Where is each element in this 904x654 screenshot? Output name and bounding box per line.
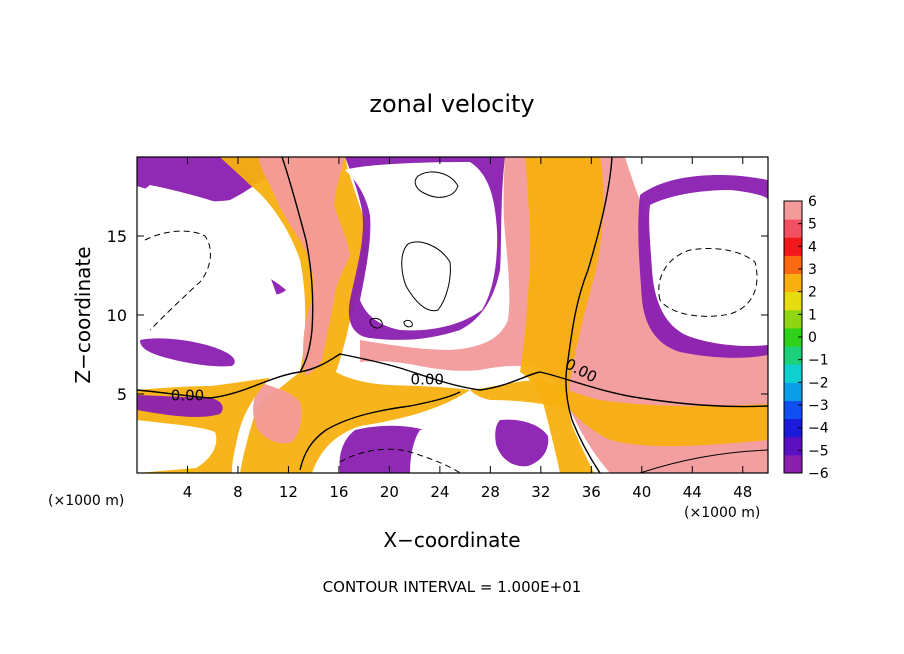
dashed-contour-left bbox=[144, 230, 211, 331]
x-tick-label: 24 bbox=[430, 483, 449, 501]
colorbar-swatch bbox=[784, 255, 802, 275]
x-unit-label-right: (×1000 m) bbox=[684, 505, 760, 521]
colorbar-swatch bbox=[784, 364, 802, 383]
x-tick-label: 48 bbox=[733, 483, 752, 501]
y-tick-label: 10 bbox=[107, 306, 127, 325]
thin-contour-small-a bbox=[369, 317, 383, 329]
colorbar-swatch bbox=[784, 237, 802, 256]
x-tick-label: 28 bbox=[481, 483, 500, 501]
zero-contour-column-right bbox=[565, 157, 613, 473]
contour-label: 0.00 bbox=[411, 371, 444, 389]
x-tick-label: 12 bbox=[279, 483, 298, 501]
y-tick-label: 15 bbox=[107, 227, 127, 246]
colorbar: 6 5 4 3 2 1 0 −1 −2 −3 −4 −5 −6 bbox=[783, 194, 829, 482]
field-blank-2 bbox=[345, 162, 498, 331]
zero-contour-lower bbox=[299, 391, 461, 471]
colorbar-tick-label: −3 bbox=[808, 398, 829, 414]
field-region-low-level-jet bbox=[137, 378, 768, 473]
field-blank-1 bbox=[137, 185, 284, 341]
dashed-contour-right bbox=[658, 248, 758, 317]
colorbar-tick-label: −4 bbox=[808, 421, 829, 437]
x-tick-label: 20 bbox=[380, 483, 399, 501]
x-unit-label-left: (×1000 m) bbox=[48, 493, 124, 509]
x-tick-label: 40 bbox=[632, 483, 651, 501]
x-axis-label: X−coordinate bbox=[383, 528, 520, 552]
colorbar-swatch bbox=[784, 309, 802, 329]
colorbar-tick-label: 4 bbox=[808, 239, 817, 255]
x-tick-label: 4 bbox=[183, 483, 193, 501]
colorbar-swatch bbox=[784, 201, 802, 220]
colorbar-swatch bbox=[784, 400, 802, 420]
colorbar-swatch bbox=[784, 291, 802, 311]
field-region-low-level-core bbox=[137, 338, 549, 473]
y-axis-ticks: 5 10 15 bbox=[107, 227, 768, 404]
colorbar-swatch bbox=[784, 418, 802, 438]
colorbar-tick-label: −2 bbox=[808, 375, 829, 391]
field-blank-5 bbox=[410, 429, 482, 473]
thin-contour-upper bbox=[414, 171, 459, 198]
x-tick-label: 44 bbox=[683, 483, 702, 501]
zero-contour-left bbox=[137, 353, 768, 408]
x-axis-ticks: 4 8 12 16 20 24 28 32 36 40 44 48 bbox=[183, 157, 752, 501]
contour-lines bbox=[137, 157, 768, 473]
dashed-contour-bottom bbox=[339, 448, 461, 473]
colorbar-swatch bbox=[784, 219, 802, 238]
colorbar-tick-label: 1 bbox=[808, 307, 817, 323]
colorbar-swatch bbox=[784, 382, 802, 401]
field-region-left-jet-core bbox=[253, 157, 350, 444]
x-tick-label: 8 bbox=[233, 483, 243, 501]
x-tick-label: 32 bbox=[531, 483, 550, 501]
field-blank-3 bbox=[649, 190, 768, 346]
colorbar-tick-label: 3 bbox=[808, 262, 817, 278]
x-tick-label: 16 bbox=[329, 483, 348, 501]
y-axis-label: Z−coordinate bbox=[71, 246, 95, 383]
x-tick-label: 36 bbox=[582, 483, 601, 501]
colorbar-tick-label: −5 bbox=[808, 443, 829, 459]
colorbar-swatch bbox=[784, 327, 802, 347]
zero-contour-column-left bbox=[281, 157, 314, 373]
contour-label: 0.00 bbox=[171, 386, 204, 404]
contour-interval-footer: CONTOUR INTERVAL = 1.000E+01 bbox=[323, 578, 582, 596]
thin-contour-bottom-right bbox=[639, 449, 768, 473]
thin-contour-mid bbox=[401, 241, 451, 312]
colorbar-tick-label: −6 bbox=[808, 466, 829, 482]
colorbar-tick-label: 5 bbox=[808, 217, 817, 233]
colorbar-tick-label: 2 bbox=[808, 285, 817, 301]
colorbar-swatch bbox=[784, 454, 802, 474]
velocity-field bbox=[137, 157, 768, 473]
thin-contour-small-b bbox=[403, 319, 413, 328]
colorbar-swatch bbox=[784, 273, 802, 293]
colorbar-tick-label: −1 bbox=[808, 353, 829, 369]
colorbar-swatch bbox=[784, 346, 802, 365]
chart-title: zonal velocity bbox=[369, 90, 534, 118]
colorbar-swatch bbox=[784, 436, 802, 456]
y-tick-label: 5 bbox=[117, 385, 127, 404]
field-blank-4 bbox=[137, 420, 217, 473]
colorbar-tick-label: 0 bbox=[808, 330, 817, 346]
colorbar-tick-label: 6 bbox=[808, 194, 817, 210]
